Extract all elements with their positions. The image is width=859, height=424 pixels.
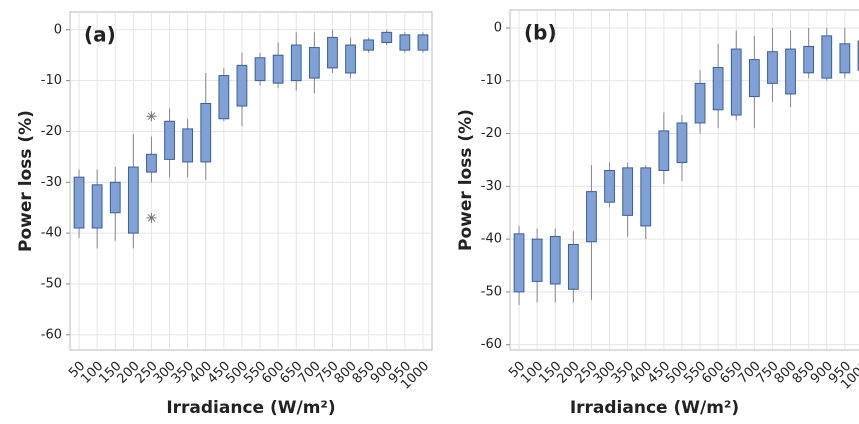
y-tick-label: -30: [481, 179, 502, 194]
box-body: [399, 34, 411, 51]
x-axis-label: Irradiance (W/m²): [166, 398, 335, 418]
box-body: [73, 176, 85, 229]
box-body: [236, 64, 248, 107]
box-body: [91, 184, 103, 229]
box-body: [182, 128, 194, 163]
y-tick-label: -50: [481, 284, 502, 299]
annotation: (b): [524, 21, 557, 45]
box-body: [327, 36, 338, 69]
box-body: [146, 153, 157, 173]
box-body: [363, 39, 375, 51]
y-tick-label: -10: [481, 73, 502, 88]
y-tick-label: -20: [41, 124, 62, 139]
box-body: [200, 102, 212, 163]
box-body: [109, 181, 121, 214]
box-body: [712, 67, 724, 111]
box-body: [748, 59, 760, 98]
box-body: [567, 243, 579, 290]
box-body: [218, 75, 230, 120]
y-tick-label: -50: [41, 276, 62, 291]
y-tick-label: -60: [481, 337, 502, 352]
box-body: [254, 57, 266, 82]
box-body: [785, 48, 796, 95]
y-tick-label: -60: [41, 327, 62, 342]
y-tick-label: 0: [494, 20, 502, 35]
box-body: [513, 233, 525, 293]
box-body: [164, 120, 175, 160]
y-tick-label: -20: [481, 126, 502, 141]
box-body: [381, 31, 393, 43]
plot-frame: [69, 11, 433, 351]
box-body: [308, 47, 320, 79]
box-body: [658, 130, 670, 171]
x-axis-label: Irradiance (W/m²): [570, 398, 739, 418]
box-body: [531, 238, 543, 282]
box-body: [730, 48, 742, 116]
y-axis-label: Power loss (%): [16, 110, 36, 252]
box-body: [127, 166, 139, 234]
box-body: [676, 122, 688, 164]
box-body: [290, 44, 302, 82]
y-tick-label: -30: [41, 175, 62, 190]
box-body: [640, 167, 652, 227]
plot-frame: [509, 9, 859, 351]
box-body: [417, 34, 429, 51]
y-tick-label: -40: [481, 232, 502, 247]
box-body: [839, 43, 851, 74]
box-body: [272, 54, 284, 84]
box-body: [586, 191, 597, 243]
box-body: [549, 235, 561, 285]
box-body: [821, 35, 833, 79]
box-body: [345, 44, 356, 74]
outlier: [146, 212, 157, 223]
y-tick-label: -40: [41, 226, 62, 241]
box-body: [604, 169, 615, 203]
box-body: [803, 45, 815, 74]
box-body: [694, 82, 706, 124]
outlier: [146, 111, 157, 122]
y-axis-label: Power loss (%): [456, 109, 476, 251]
y-tick-label: -10: [41, 73, 62, 88]
box-body: [767, 51, 778, 84]
y-tick-label: 0: [54, 22, 62, 37]
annotation: (a): [84, 23, 116, 47]
box-body: [622, 167, 634, 216]
